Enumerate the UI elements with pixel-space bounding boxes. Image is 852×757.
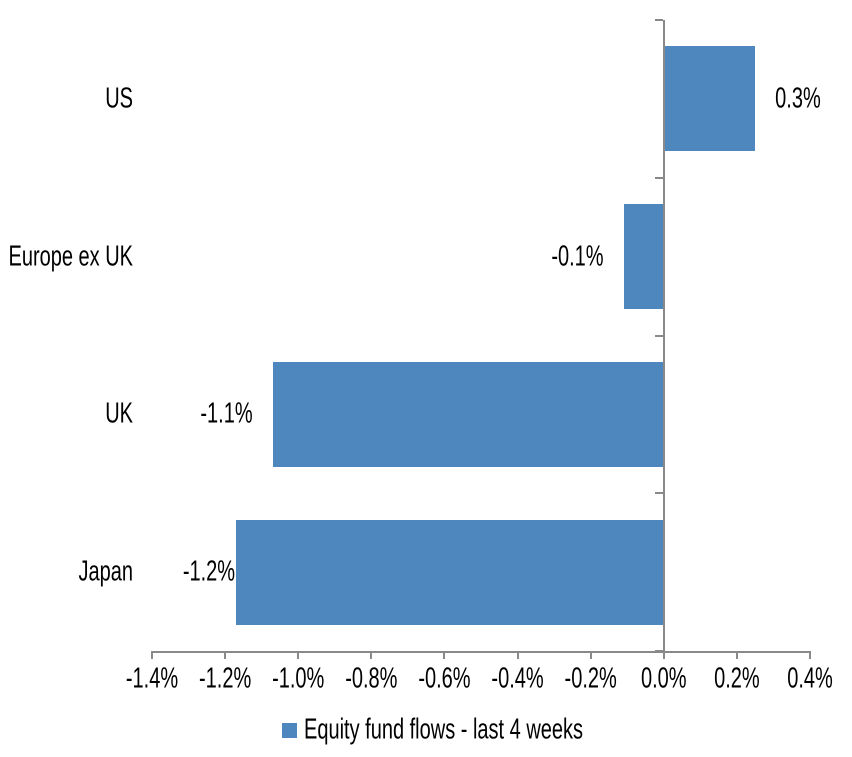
bar-uk: [272, 361, 663, 467]
x-axis-tick: [297, 651, 300, 659]
data-label-europe-ex-uk: -0.1%: [551, 241, 604, 273]
x-axis-line: [151, 651, 811, 653]
x-axis-tick: [224, 651, 227, 659]
y-axis-tick: [654, 334, 663, 337]
legend-label: Equity fund flows - last 4 weeks: [304, 714, 584, 746]
x-tick-label: 0.0%: [640, 663, 687, 695]
x-axis-tick: [809, 651, 811, 659]
y-axis-tick: [654, 176, 663, 179]
x-tick-label: -1.2%: [198, 663, 252, 695]
category-label-europe-ex-uk: Europe ex UK: [8, 241, 133, 273]
category-label-us: US: [105, 83, 133, 115]
x-axis-tick: [516, 651, 519, 659]
x-axis-tick: [443, 651, 446, 659]
legend: Equity fund flows - last 4 weeks: [282, 714, 583, 746]
x-tick-label: -0.2%: [564, 663, 617, 695]
x-tick-label: 0.4%: [787, 663, 833, 695]
x-axis-tick: [370, 651, 373, 659]
x-axis-tick: [589, 651, 592, 659]
category-label-japan: Japan: [78, 556, 134, 588]
x-axis-tick: [735, 651, 738, 659]
y-axis-tick: [654, 650, 663, 652]
bar-japan: [236, 519, 663, 625]
y-axis-tick: [654, 19, 663, 21]
bar-us: [664, 46, 756, 152]
category-label-uk: UK: [105, 398, 133, 430]
x-axis-tick: [662, 651, 665, 659]
data-label-japan: -1.2%: [182, 556, 236, 588]
x-tick-label: -1.4%: [125, 663, 179, 695]
data-label-uk: -1.1%: [200, 398, 253, 430]
x-tick-label: -0.8%: [345, 663, 398, 695]
x-tick-label: -0.6%: [418, 663, 471, 695]
x-tick-label: -0.4%: [491, 663, 544, 695]
data-label-us: 0.3%: [775, 83, 821, 115]
y-axis-line: [662, 20, 665, 659]
bar-europe-ex-uk: [623, 204, 663, 310]
legend-swatch-icon: [282, 722, 297, 738]
x-tick-label: -1.0%: [272, 663, 325, 695]
x-axis-tick: [151, 651, 153, 659]
x-tick-label: 0.2%: [714, 663, 760, 695]
y-axis-tick: [654, 492, 663, 495]
